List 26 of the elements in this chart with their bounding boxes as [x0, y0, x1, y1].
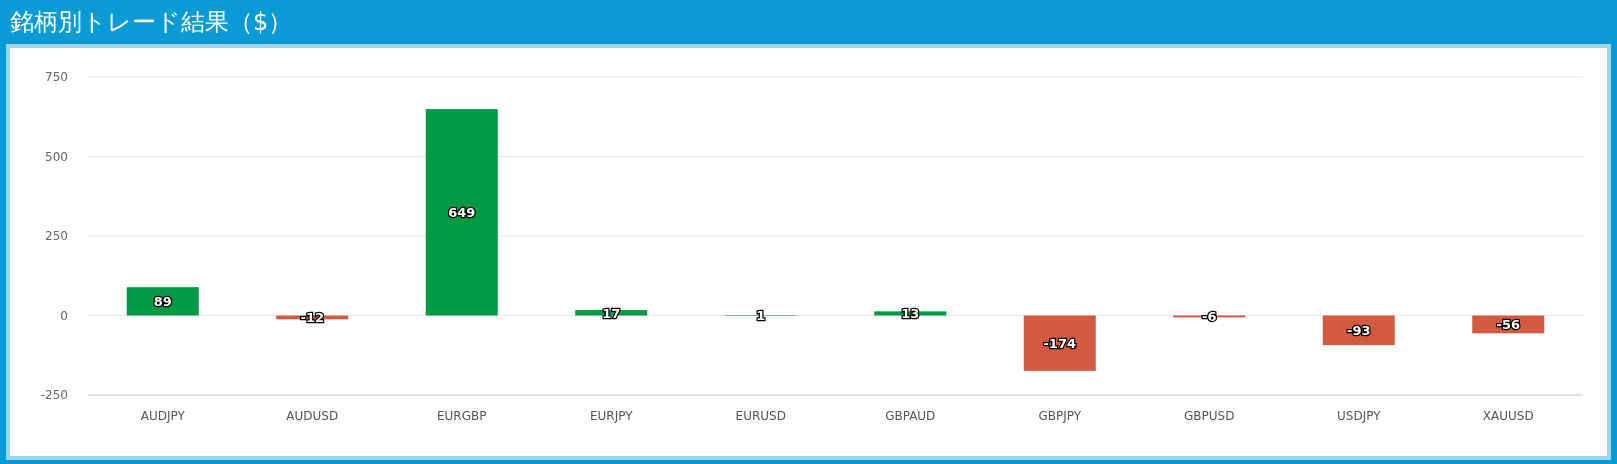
- y-tick-label: 750: [45, 70, 68, 84]
- x-tick-label: GBPAUD: [885, 409, 936, 423]
- x-tick-label: EURUSD: [735, 409, 786, 423]
- x-tick-label: EURJPY: [589, 409, 634, 423]
- y-tick-label: 500: [45, 149, 68, 164]
- chart-title: 銘柄別トレード結果（$）: [10, 8, 293, 36]
- bar: [425, 109, 498, 316]
- x-tick-label: AUDJPY: [140, 409, 186, 423]
- data-label: 1: [756, 308, 766, 324]
- y-tick-label: 250: [45, 229, 68, 243]
- data-label: -56: [1496, 317, 1520, 333]
- y-tick-label: 0: [60, 308, 68, 323]
- x-tick-label: USDJPY: [1337, 409, 1382, 423]
- x-tick-label: GBPUSD: [1184, 409, 1235, 423]
- bar: [1023, 315, 1096, 371]
- data-label: -174: [1043, 336, 1077, 352]
- data-label: 649: [448, 205, 476, 221]
- y-tick-label: -250: [40, 388, 68, 402]
- x-tick-label: GBPJPY: [1038, 409, 1082, 423]
- x-tick-label: AUDUSD: [286, 409, 339, 423]
- data-label: -12: [300, 310, 324, 326]
- x-tick-label: XAUUSD: [1482, 409, 1534, 423]
- data-label: 89: [153, 294, 172, 310]
- bar: [126, 287, 199, 316]
- x-tick-label: EURGBP: [437, 409, 487, 423]
- data-label: -93: [1347, 323, 1371, 339]
